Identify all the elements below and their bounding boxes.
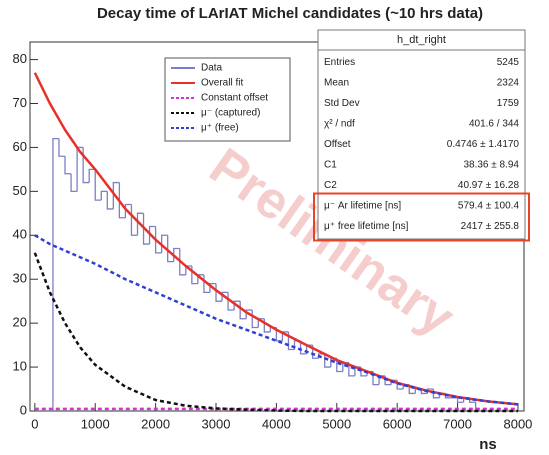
histogram-bin <box>311 345 319 359</box>
histogram-bin <box>275 327 283 342</box>
y-tick-label: 20 <box>13 315 27 330</box>
x-tick-label: 0 <box>31 416 38 431</box>
histogram-bin <box>142 213 150 245</box>
stats-label: C2 <box>324 180 337 191</box>
y-tick-label: 80 <box>13 51 27 66</box>
histogram-bin <box>52 137 59 411</box>
histogram-bin <box>64 156 72 175</box>
fit-curve <box>33 252 518 413</box>
histogram-bin <box>148 225 156 245</box>
y-tick-label: 30 <box>13 271 27 286</box>
legend-label: Data <box>201 63 223 74</box>
histogram-bin <box>456 397 464 403</box>
histogram-bin <box>82 147 90 184</box>
stats-label: C1 <box>324 159 337 170</box>
stats-label: Offset <box>324 139 351 150</box>
stats-label: Entries <box>324 57 355 68</box>
stats-title: h_dt_right <box>397 34 446 46</box>
stats-value: 579.4 ± 100.4 <box>458 200 520 211</box>
legend-box <box>164 57 291 142</box>
y-tick-label: 50 <box>13 183 27 198</box>
stats-label: μ⁺ free lifetime [ns] <box>324 221 409 232</box>
histogram-bin <box>336 358 343 373</box>
histogram-bin <box>112 181 120 209</box>
x-tick-label: 1000 <box>81 416 110 431</box>
histogram-bin <box>221 291 229 302</box>
histogram-bin <box>348 362 355 377</box>
histogram-bin <box>408 384 416 395</box>
y-tick-label: 40 <box>13 227 27 242</box>
y-tick-label: 0 <box>20 402 27 417</box>
histogram-bin <box>209 282 217 293</box>
histogram-bin <box>70 173 78 193</box>
histogram-bin <box>173 247 180 262</box>
histogram-bin <box>245 309 253 319</box>
x-tick-label: 2000 <box>141 416 170 431</box>
x-axis-label: ns <box>479 436 497 453</box>
histogram-bin <box>124 203 132 218</box>
x-tick-label: 4000 <box>262 416 291 431</box>
y-tick-label: 10 <box>13 359 27 374</box>
histogram-bin <box>94 169 102 201</box>
stats-value: 2417 ± 255.8 <box>461 221 520 232</box>
legend-label: μ⁺ (free) <box>201 123 239 134</box>
histogram-bin <box>106 191 114 210</box>
stats-value: 40.97 ± 16.28 <box>458 180 520 191</box>
histogram-bin <box>136 212 144 236</box>
histogram-bin <box>58 138 66 157</box>
stats-box <box>317 29 526 240</box>
stats-label: Std Dev <box>324 98 360 109</box>
histogram-bin <box>167 235 174 263</box>
stats-value: 2324 <box>497 77 520 88</box>
histogram-bin <box>161 234 168 253</box>
stats-label: μ⁻ Ar lifetime [ns] <box>324 200 401 211</box>
y-tick-label: 70 <box>13 95 27 110</box>
histogram-bin <box>154 226 162 254</box>
histogram-bin <box>233 300 241 310</box>
histogram-bin <box>287 331 295 351</box>
x-tick-label: 5000 <box>322 416 351 431</box>
stats-label: Mean <box>324 77 349 88</box>
x-tick-label: 6000 <box>383 416 412 431</box>
chart-title: Decay time of LArIAT Michel candidates (… <box>97 5 483 22</box>
histogram-bin <box>299 340 307 355</box>
histogram-bin <box>88 168 96 183</box>
fit-curve <box>34 234 519 406</box>
stats-value: 401.6 / 344 <box>469 118 519 129</box>
x-tick-label: 7000 <box>443 416 472 431</box>
stats-value: 5245 <box>497 57 520 68</box>
histogram-bin <box>468 397 477 411</box>
x-tick-label: 3000 <box>202 416 231 431</box>
stats-value: 1759 <box>497 98 520 109</box>
stats-label: χ² / ndf <box>324 118 355 129</box>
x-tick-label: 8000 <box>503 416 532 431</box>
y-tick-label: 60 <box>13 139 27 154</box>
legend-label: Constant offset <box>201 93 268 104</box>
legend-label: μ⁻ (captured) <box>201 108 260 119</box>
histogram-bin <box>100 190 108 201</box>
highlight-box <box>313 192 530 242</box>
histogram-bin <box>118 182 126 219</box>
histogram-bin <box>179 248 186 276</box>
stats-value: 0.4746 ± 1.4170 <box>447 139 520 150</box>
legend-label: Overall fit <box>201 78 243 89</box>
stats-value: 38.36 ± 8.94 <box>463 159 519 170</box>
